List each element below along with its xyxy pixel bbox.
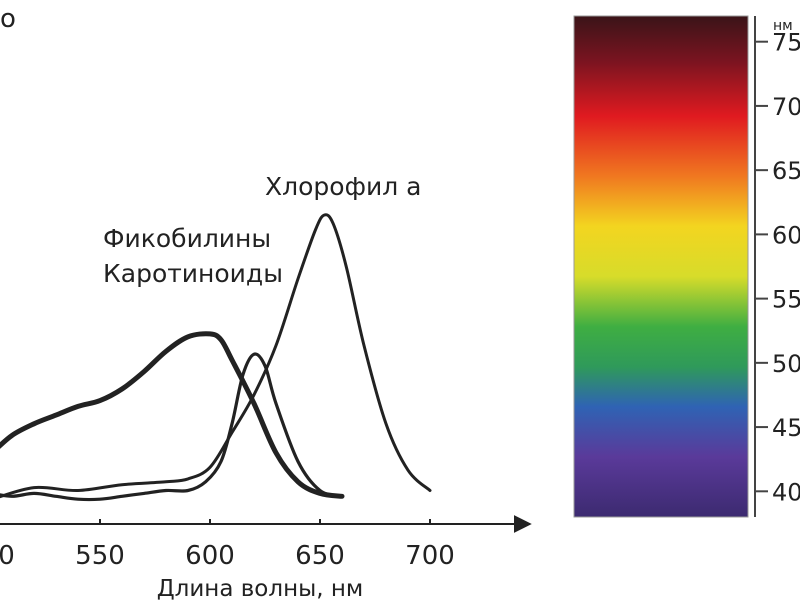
curve-chlorophyll-a bbox=[0, 213, 432, 499]
curve-carotenoids bbox=[0, 352, 344, 502]
curves bbox=[0, 213, 432, 502]
spectrum-unit: нм bbox=[773, 18, 793, 34]
x-axis-title: Длина волны, нм bbox=[157, 576, 364, 602]
spectrum-tick-label: 50 bbox=[772, 350, 800, 378]
label-carotenoids: Каротиноиды bbox=[103, 259, 283, 288]
spectrum-tick-label: 40 bbox=[772, 478, 800, 506]
spectrum-tick-label: 70 bbox=[772, 93, 800, 121]
top-left-fragment: о bbox=[0, 4, 16, 34]
x-tick-label: 700 bbox=[405, 541, 455, 571]
spectrum-ticks: 75 70 65 60 55 50 45 40 bbox=[755, 29, 800, 506]
x-tick-label: 550 bbox=[75, 541, 125, 571]
label-phycobilins: Фикобилины bbox=[103, 224, 271, 253]
x-tick-label: 650 bbox=[295, 541, 345, 571]
spectrum-tick-label: 55 bbox=[772, 286, 800, 314]
curve-phycobilins bbox=[0, 331, 345, 499]
spectrum-tick-label: 75 bbox=[772, 29, 800, 57]
label-chlorophyll-a: Хлорофил а bbox=[265, 172, 421, 201]
spectrum-tick-label: 65 bbox=[772, 157, 800, 185]
spectrum-bar bbox=[573, 15, 749, 518]
spectrum-tick-label: 45 bbox=[772, 414, 800, 442]
x-axis-ticks: 500 550 600 650 700 bbox=[0, 519, 455, 571]
spectrum-tick-label: 60 bbox=[772, 221, 800, 249]
x-tick-label: 500 bbox=[0, 541, 15, 571]
x-tick-label: 600 bbox=[185, 541, 235, 571]
